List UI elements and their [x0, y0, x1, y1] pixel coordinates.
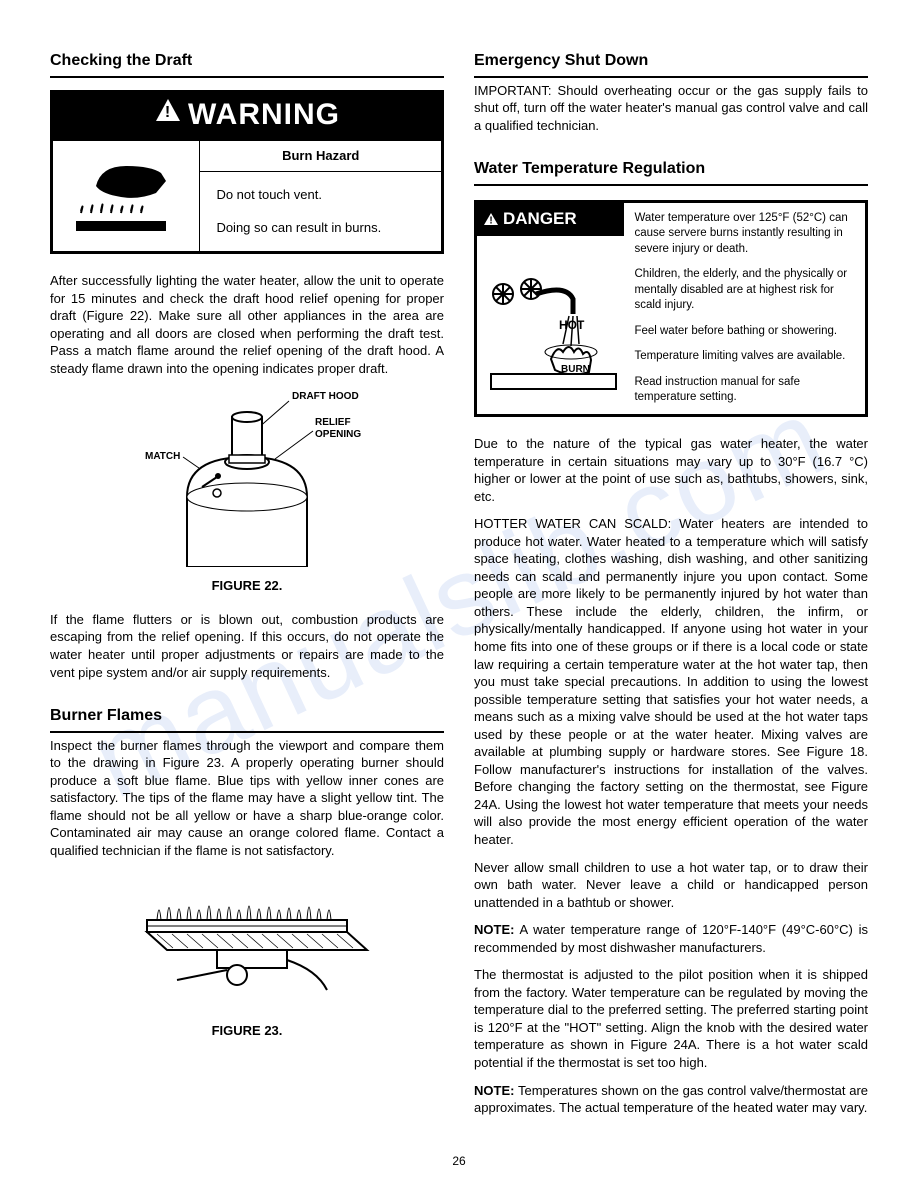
- paragraph-temp-2: HOTTER WATER CAN SCALD: Water heaters ar…: [474, 515, 868, 848]
- danger-text-1: Water temperature over 125°F (52°C) can …: [634, 211, 855, 258]
- paragraph-temp-1: Due to the nature of the typical gas wat…: [474, 435, 868, 505]
- paragraph-draft-1: After successfully lighting the water he…: [50, 272, 444, 377]
- page-number: 26: [50, 1153, 868, 1169]
- two-column-layout: Checking the Draft ! WARNING: [50, 50, 868, 1127]
- danger-header: ! DANGER: [477, 203, 624, 236]
- warning-header: ! WARNING: [53, 93, 441, 142]
- danger-text-5: Read instruction manual for safe tempera…: [634, 375, 855, 406]
- burn-hand-icon: [53, 141, 200, 251]
- warning-line-1: Do not touch vent.: [216, 186, 425, 204]
- paragraph-temp-3: Never allow small children to use a hot …: [474, 859, 868, 912]
- paragraph-burner: Inspect the burner flames through the vi…: [50, 737, 444, 860]
- paragraph-emergency: IMPORTANT: Should overheating occur or t…: [474, 82, 868, 135]
- label-relief-2: OPENING: [315, 429, 361, 440]
- paragraph-draft-2: If the flame flutters or is blown out, c…: [50, 611, 444, 681]
- svg-text:!: !: [489, 216, 492, 227]
- warning-line-2: Doing so can result in burns.: [216, 219, 425, 237]
- faucet-scald-icon: HOT BURN: [477, 236, 624, 403]
- danger-text-4: Temperature limiting valves are availabl…: [634, 349, 855, 365]
- burn-hazard-label: Burn Hazard: [200, 141, 441, 172]
- hot-label: HOT: [559, 318, 585, 332]
- warning-box: ! WARNING Burn Hazard Do not touch ve: [50, 90, 444, 255]
- label-relief-1: RELIEF: [315, 417, 351, 428]
- label-match: MATCH: [145, 451, 180, 462]
- heading-checking-draft: Checking the Draft: [50, 50, 444, 78]
- figure-22-caption: FIGURE 22.: [50, 577, 444, 595]
- paragraph-note-2: NOTE: Temperatures shown on the gas cont…: [474, 1082, 868, 1117]
- label-draft-hood: DRAFT HOOD: [292, 391, 359, 402]
- heading-burner-flames: Burner Flames: [50, 705, 444, 733]
- figure-22: DRAFT HOOD RELIEF OPENING MATCH: [50, 387, 444, 567]
- danger-text-3: Feel water before bathing or showering.: [634, 324, 855, 340]
- danger-box: ! DANGER: [474, 200, 868, 417]
- danger-triangle-icon: !: [483, 212, 499, 226]
- danger-text-2: Children, the elderly, and the physicall…: [634, 267, 855, 314]
- danger-word: DANGER: [503, 208, 577, 231]
- left-column: Checking the Draft ! WARNING: [50, 50, 444, 1127]
- warning-triangle-icon: !: [154, 97, 182, 132]
- heading-emergency: Emergency Shut Down: [474, 50, 868, 78]
- paragraph-temp-4: The thermostat is adjusted to the pilot …: [474, 966, 868, 1071]
- right-column: Emergency Shut Down IMPORTANT: Should ov…: [474, 50, 868, 1127]
- figure-23-caption: FIGURE 23.: [50, 1022, 444, 1040]
- figure-23: [50, 880, 444, 1015]
- paragraph-note-1: NOTE: A water temperature range of 120°F…: [474, 921, 868, 956]
- warning-word: WARNING: [188, 95, 340, 136]
- heading-temp-regulation: Water Temperature Regulation: [474, 158, 868, 186]
- svg-text:!: !: [165, 104, 171, 121]
